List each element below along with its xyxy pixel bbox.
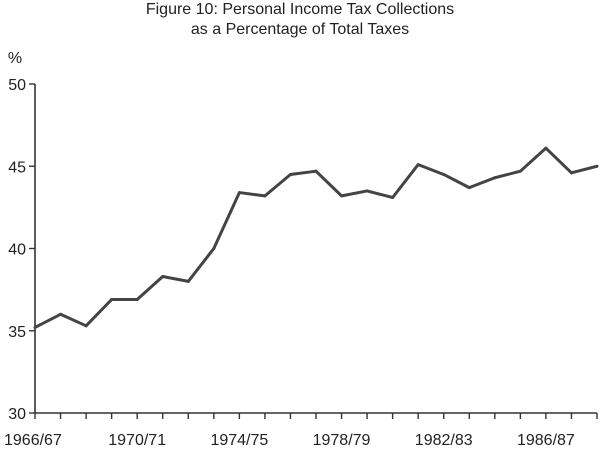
data-point-1988-89 bbox=[595, 164, 599, 168]
data-point-1968-69 bbox=[84, 324, 88, 328]
data-point-1973-74 bbox=[212, 247, 216, 250]
y-tick-label-45: 45 bbox=[8, 159, 26, 176]
data-point-1966-67 bbox=[33, 325, 37, 329]
data-point-1969-70 bbox=[110, 297, 114, 301]
data-point-1974-75 bbox=[237, 191, 241, 195]
data-point-1978-79 bbox=[340, 194, 344, 198]
y-tick-label-30: 30 bbox=[8, 406, 26, 423]
x-tick-label-1966-67: 1966/67 bbox=[4, 432, 62, 449]
chart-title-line-1: Figure 10: Personal Income Tax Collectio… bbox=[145, 1, 455, 18]
data-point-1967-68 bbox=[59, 312, 63, 316]
data-point-1981-82 bbox=[416, 163, 420, 167]
data-point-1982-83 bbox=[442, 172, 446, 176]
series-line-0 bbox=[34, 146, 598, 329]
y-tick-label-40: 40 bbox=[8, 242, 26, 259]
chart-title-line-2: as a Percentage of Total Taxes bbox=[190, 21, 410, 38]
data-point-1977-78 bbox=[314, 169, 318, 173]
data-point-1970-71 bbox=[135, 297, 139, 301]
y-tick-label-50: 50 bbox=[8, 77, 26, 94]
data-point-1980-81 bbox=[391, 196, 395, 200]
data-point-1971-72 bbox=[161, 274, 165, 278]
data-point-1987-88 bbox=[569, 171, 573, 175]
data-point-1976-77 bbox=[288, 172, 292, 176]
data-point-1985-86 bbox=[518, 169, 522, 173]
y-tick-label-35: 35 bbox=[8, 324, 26, 341]
data-point-1975-76 bbox=[263, 194, 267, 198]
x-tick-label-1970-71: 1970/71 bbox=[108, 432, 166, 449]
data-point-1986-87 bbox=[544, 146, 548, 150]
data-point-1984-85 bbox=[493, 176, 497, 180]
x-tick-label-1978-79: 1978/79 bbox=[313, 432, 371, 449]
x-tick-label-1982-83: 1982/83 bbox=[415, 432, 473, 449]
y-axis-unit-label: % bbox=[8, 50, 22, 67]
data-point-1979-80 bbox=[365, 189, 369, 193]
x-tick-label-1974-75: 1974/75 bbox=[210, 432, 268, 449]
x-tick-label-1986-87: 1986/87 bbox=[517, 432, 575, 449]
data-point-1983-84 bbox=[467, 186, 471, 190]
data-point-1972-73 bbox=[186, 279, 190, 283]
